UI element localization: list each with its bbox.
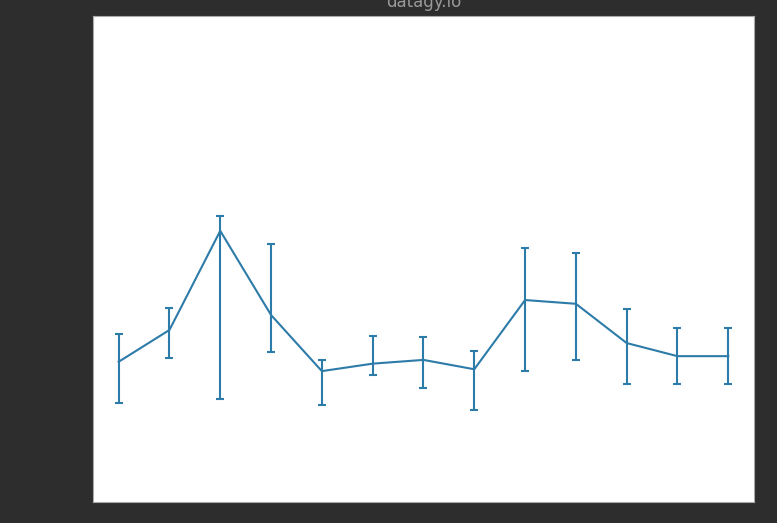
Title: datagy.io: datagy.io xyxy=(386,0,461,12)
